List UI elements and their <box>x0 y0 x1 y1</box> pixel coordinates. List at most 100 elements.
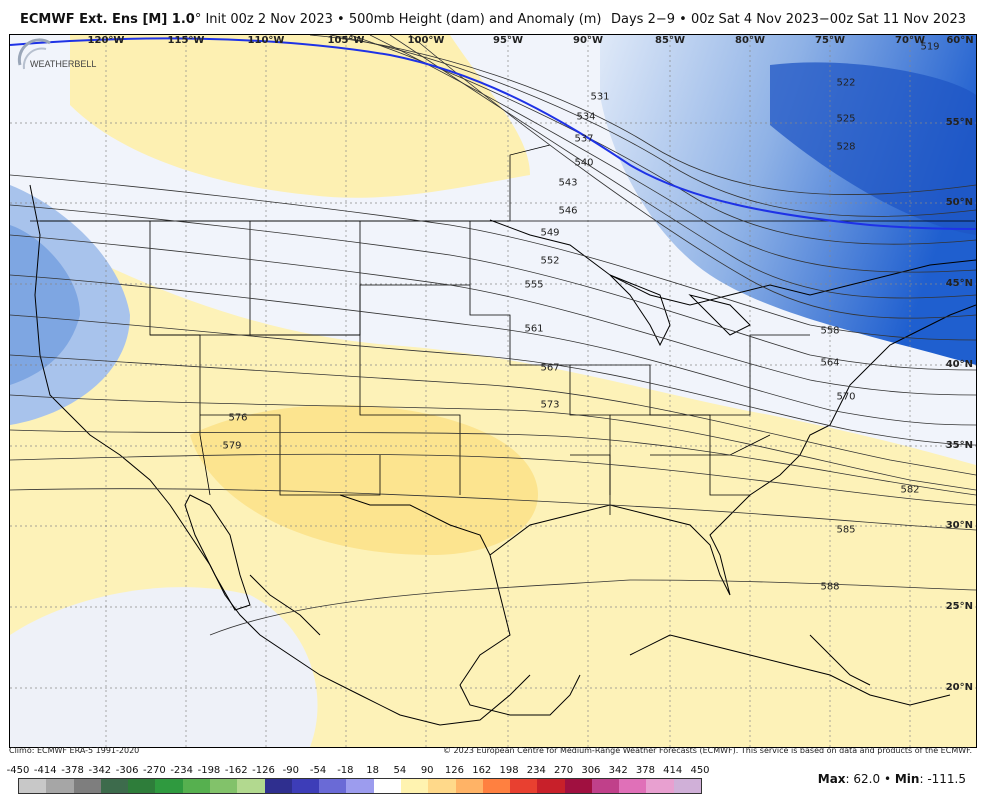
colorbar-tick-label: 18 <box>366 765 379 776</box>
separator: • <box>337 12 345 27</box>
colorbar-tick-label: -90 <box>282 765 299 776</box>
colorbar-swatch <box>673 779 702 793</box>
min-label: Min <box>894 772 920 786</box>
colorbar-swatch <box>537 779 565 793</box>
colorbar-swatch <box>291 779 320 793</box>
colorbar-tick-label: -342 <box>88 765 112 776</box>
colorbar-tick-label: -162 <box>224 765 248 776</box>
colorbar-tick-label: 198 <box>499 765 519 776</box>
title-left: ECMWF Ext. Ens [M] 1.0° Init 00z 2 Nov 2… <box>20 12 602 27</box>
header: ECMWF Ext. Ens [M] 1.0° Init 00z 2 Nov 2… <box>0 0 984 34</box>
colorbar-swatch <box>264 779 292 793</box>
contour-label-582: 582 <box>900 484 920 496</box>
copyright-note: © 2023 European Centre for Medium-Range … <box>443 746 972 755</box>
colorbar-swatch <box>182 779 210 793</box>
field-name: 500mb Height (dam) and Anomaly (m) <box>348 12 602 27</box>
map-canvas <box>10 35 976 747</box>
lon-label-85w: 85°W <box>655 35 685 46</box>
contour-label-519: 519 <box>920 41 940 53</box>
colorbar-tick-label: 126 <box>444 765 465 776</box>
colorbar-tick-label: 270 <box>554 765 574 776</box>
colorbar-swatch <box>100 779 129 793</box>
lat-label-35n: 35°N <box>945 440 973 451</box>
colorbar-tick-label: 378 <box>635 765 655 776</box>
contour-label-549: 549 <box>540 227 560 239</box>
climo-note: Climo: ECMWF ERA-5 1991-2020 <box>9 746 140 755</box>
contour-label-537: 537 <box>574 133 594 145</box>
colorbar-tick-label: 342 <box>608 765 628 776</box>
colorbar-swatch <box>591 779 620 793</box>
neutral-anomaly-pacific <box>10 587 318 747</box>
colorbar-tick-label: 90 <box>420 765 434 776</box>
degree-symbol: ° <box>194 12 202 27</box>
colorbar-tick-label: 162 <box>472 765 492 776</box>
state-borders <box>30 144 975 515</box>
colorbar-swatch <box>428 779 456 793</box>
contour-label-576: 576 <box>228 412 248 424</box>
colorbar-tick-label: 450 <box>690 765 710 776</box>
colorbar-tick-label: 306 <box>581 765 601 776</box>
colorbar-swatch <box>510 779 538 793</box>
lon-label-80w: 80°W <box>735 35 765 46</box>
colorbar-swatch <box>237 779 265 793</box>
colorbar-tick-label: -234 <box>170 765 194 776</box>
lon-label-115w: 115°W <box>167 35 205 46</box>
colorbar-tick-label: -198 <box>197 765 221 776</box>
colorbar-swatch <box>155 779 183 793</box>
colorbar-tick-label: -126 <box>252 765 275 776</box>
colorbar-tick-label: -378 <box>61 765 84 776</box>
map-panel: 120°W 115°W 110°W 105°W 100°W 95°W 90°W … <box>9 34 977 748</box>
lat-label-30n: 30°N <box>945 520 973 531</box>
colorbar-tick-label: -54 <box>309 765 327 776</box>
contour-label-567: 567 <box>540 362 560 374</box>
colorbar-tick-label: 234 <box>526 765 546 776</box>
colorbar-swatch <box>564 779 592 793</box>
weatherbell-logo: WEATHERBELL <box>17 38 96 70</box>
lon-label-120w: 120°W <box>87 35 125 46</box>
positive-anomaly-core <box>190 405 538 555</box>
contour-label-522: 522 <box>836 77 856 89</box>
colorbar-swatch <box>482 779 511 793</box>
height-contours <box>10 35 976 636</box>
colorbar-tick-label: -18 <box>337 765 354 776</box>
max-value: 62.0 <box>853 772 881 786</box>
contour-label-588: 588 <box>820 581 840 593</box>
colorbar-tick-label: -414 <box>33 765 57 776</box>
lat-label-60n: 60°N <box>946 35 974 46</box>
contour-label-570: 570 <box>836 391 856 403</box>
colorbar-tick-label: 54 <box>393 765 407 776</box>
lat-label-40n: 40°N <box>945 359 973 370</box>
init-time: Init 00z 2 Nov 2023 <box>205 12 333 27</box>
colorbar-swatch <box>619 779 647 793</box>
colorbar-swatch <box>373 779 401 793</box>
lon-label-90w: 90°W <box>573 35 603 46</box>
colorbar-swatch <box>346 779 374 793</box>
lat-label-45n: 45°N <box>945 278 973 289</box>
lon-label-95w: 95°W <box>493 35 523 46</box>
max-min-stats: Max: 62.0 • Min: -111.5 <box>817 772 966 786</box>
colorbar-tick-label: -270 <box>143 765 166 776</box>
lat-label-25n: 25°N <box>945 601 973 612</box>
colorbar-tick-label: 414 <box>663 765 683 776</box>
contour-label-552: 552 <box>540 255 560 267</box>
stats-separator: • <box>883 772 892 786</box>
lon-label-100w: 100°W <box>407 35 445 46</box>
lon-label-70w: 70°W <box>895 35 925 46</box>
colorbar-swatch <box>128 779 156 793</box>
model-name: ECMWF Ext. Ens [M] 1.0 <box>20 12 195 27</box>
colorbar-swatch <box>73 779 101 793</box>
valid-period: Days 2−9 • 00z Sat 4 Nov 2023−00z Sat 11… <box>611 12 966 27</box>
colorbar-tick-label: -450 <box>6 765 30 776</box>
negative-anomaly-core <box>770 62 976 236</box>
contour-label-561: 561 <box>524 323 544 335</box>
contour-label-546: 546 <box>558 205 578 217</box>
colorbar-swatch <box>319 779 347 793</box>
colorbar-swatch <box>646 779 674 793</box>
contour-label-573: 573 <box>540 399 560 411</box>
contour-label-579: 579 <box>222 440 242 452</box>
max-label: Max <box>817 772 846 786</box>
lat-label-55n: 55°N <box>945 117 973 128</box>
logo-text: WEATHERBELL <box>30 59 96 69</box>
colorbar-swatch <box>19 779 47 793</box>
contour-label-585: 585 <box>836 524 856 536</box>
